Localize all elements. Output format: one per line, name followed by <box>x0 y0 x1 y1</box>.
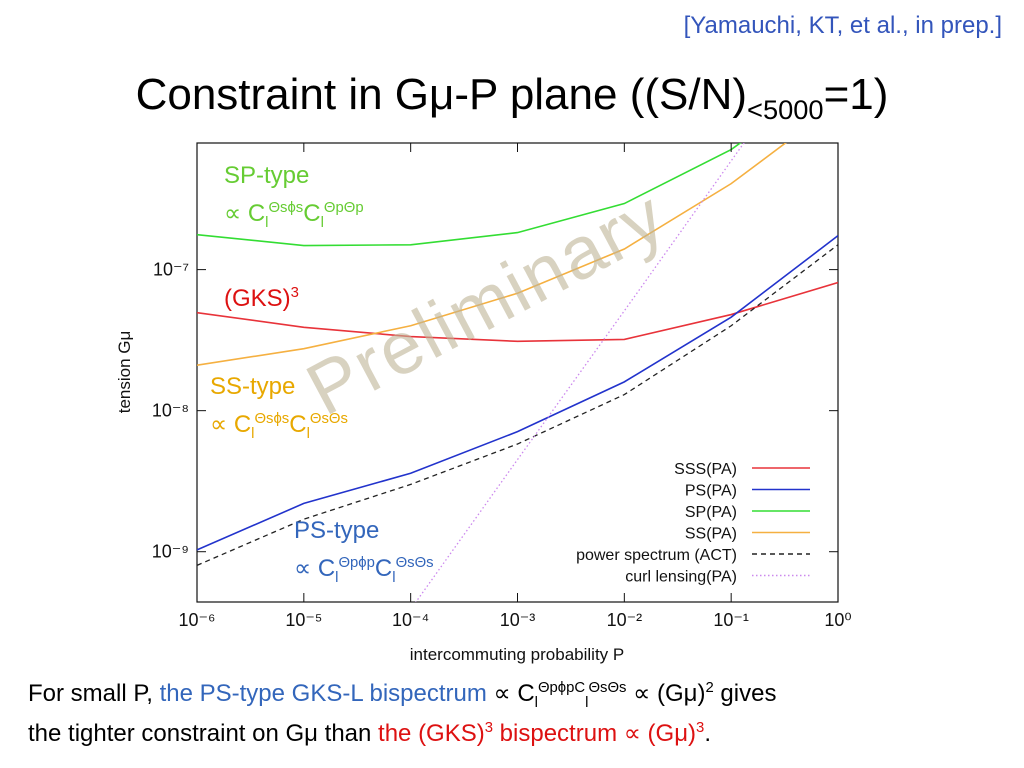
text-run: ΘsΘs <box>395 555 434 571</box>
caption-line: the tighter constraint on Gμ than the (G… <box>28 714 776 754</box>
x-tick-label: 10⁻¹ <box>713 610 749 630</box>
text-run: the tighter constraint on Gμ than <box>28 720 379 747</box>
text-run: 3 <box>290 285 299 301</box>
y-axis-label: tension Gμ <box>115 331 134 414</box>
annotation-line: PS-type <box>294 512 434 550</box>
caption: For small P, the PS-type GKS-L bispectru… <box>28 674 776 754</box>
x-tick-label: 10⁻⁶ <box>179 610 216 630</box>
text-run: l <box>306 425 310 442</box>
text-run: SS-type <box>210 373 296 400</box>
annotation: SP-type ∝ ClΘsϕsClΘpΘp <box>224 157 364 233</box>
annotation: PS-type ∝ ClΘpϕpClΘsΘs <box>294 512 434 588</box>
text-run: l <box>392 569 396 586</box>
text-run: C <box>303 200 321 227</box>
y-tick-label: 10⁻⁸ <box>152 401 189 421</box>
series-line <box>197 244 838 566</box>
text-run: =1) <box>823 70 889 119</box>
text-run: 3 <box>484 720 494 736</box>
text-run: C <box>289 411 307 438</box>
text-run: 3 <box>696 720 705 736</box>
text-run: ∝ C <box>224 200 266 227</box>
legend-label: power spectrum (ACT) <box>576 547 737 564</box>
legend-label: curl lensing(PA) <box>625 569 737 586</box>
annotation-line: ∝ ClΘpϕpClΘsΘs <box>294 550 434 588</box>
text-run: bispectrum ∝ (Gμ) <box>493 720 697 747</box>
slide-title: Constraint in Gμ-P plane ((S/N)<5000=1) <box>0 70 1024 123</box>
legend-label: SS(PA) <box>685 526 737 543</box>
legend-label: SP(PA) <box>685 504 737 521</box>
y-tick-label: 10⁻⁹ <box>152 542 189 562</box>
text-run: Constraint in Gμ-P plane ((S/N) <box>135 70 748 119</box>
text-run: ΘsΘs <box>309 411 348 427</box>
text-run: Θsϕs <box>254 411 290 427</box>
text-run: PS-type <box>294 517 380 544</box>
x-tick-label: 10⁻² <box>607 610 643 630</box>
annotation-line: (GKS)3 <box>224 280 299 318</box>
legend-label: PS(PA) <box>685 483 737 500</box>
text-run: l <box>265 214 269 231</box>
annotation-line: SS-type <box>210 368 348 406</box>
text-run: gives <box>713 680 777 707</box>
annotation-line: ∝ ClΘsϕsClΘsΘs <box>210 406 348 444</box>
x-tick-label: 10⁻³ <box>500 610 536 630</box>
citation: [Yamauchi, KT, et al., in prep.] <box>683 12 1002 39</box>
text-run: Θpϕp <box>338 555 375 571</box>
text-run: the PS-type GKS-L bispectrum <box>159 680 487 707</box>
text-run: the (GKS) <box>378 720 485 747</box>
x-tick-label: 10⁻⁴ <box>392 610 429 630</box>
legend-label: SSS(PA) <box>674 461 737 478</box>
caption-line: For small P, the PS-type GKS-L bispectru… <box>28 674 776 714</box>
text-run: l <box>585 694 589 711</box>
text-run: l <box>335 569 339 586</box>
series-line <box>197 235 838 551</box>
text-run: ΘpΘp <box>323 200 364 216</box>
text-run: ∝ C <box>294 555 336 582</box>
text-run: l <box>534 694 538 711</box>
text-run: . <box>704 720 711 747</box>
text-run: l <box>251 425 255 442</box>
text-run: 2 <box>705 680 714 696</box>
text-run: ∝ C <box>486 680 535 707</box>
text-run: For small P, <box>28 680 160 707</box>
text-run: SP-type <box>224 162 310 189</box>
text-run: (GKS) <box>224 285 291 312</box>
text-run: l <box>320 214 324 231</box>
annotation: (GKS)3 <box>224 280 299 318</box>
x-tick-label: 10⁻⁵ <box>285 610 322 630</box>
series-line <box>197 281 838 343</box>
text-run: Θsϕs <box>268 200 304 216</box>
x-tick-label: 10⁰ <box>824 610 851 630</box>
text-run: ∝ C <box>210 411 252 438</box>
text-run: ∝ (Gμ) <box>626 680 706 707</box>
annotation-line: SP-type <box>224 157 364 195</box>
x-axis-label: intercommuting probability P <box>410 645 624 664</box>
text-run: <5000 <box>747 93 824 125</box>
annotation: SS-type ∝ ClΘsϕsClΘsΘs <box>210 368 348 444</box>
series-line <box>197 143 787 367</box>
y-tick-label: 10⁻⁷ <box>153 260 189 280</box>
annotation-line: ∝ ClΘsϕsClΘpΘp <box>224 195 364 233</box>
text-run: C <box>374 555 393 582</box>
text-run: ΘsΘs <box>588 680 627 696</box>
text-run: ΘpϕpC <box>537 680 586 696</box>
